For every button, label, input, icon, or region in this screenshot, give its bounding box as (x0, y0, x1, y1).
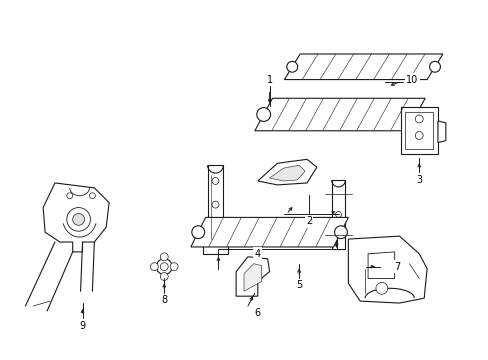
Text: 9: 9 (80, 321, 85, 331)
Polygon shape (284, 54, 442, 80)
Text: 2: 2 (305, 216, 311, 226)
Circle shape (414, 115, 422, 123)
Polygon shape (236, 257, 269, 296)
Circle shape (414, 131, 422, 139)
Polygon shape (331, 180, 345, 249)
Circle shape (212, 225, 219, 232)
Circle shape (89, 193, 95, 199)
Polygon shape (437, 121, 445, 143)
Circle shape (67, 208, 90, 231)
Polygon shape (244, 264, 261, 291)
Circle shape (160, 253, 168, 261)
Polygon shape (269, 165, 305, 181)
Text: 3: 3 (415, 175, 422, 185)
Polygon shape (367, 252, 394, 278)
Circle shape (408, 108, 422, 121)
Circle shape (150, 263, 158, 271)
Text: 5: 5 (295, 280, 302, 291)
Text: 6: 6 (254, 308, 260, 318)
Circle shape (67, 193, 73, 199)
Polygon shape (190, 217, 347, 247)
Circle shape (160, 263, 168, 271)
Circle shape (286, 61, 297, 72)
Polygon shape (203, 244, 227, 254)
Circle shape (375, 282, 387, 294)
FancyBboxPatch shape (400, 107, 437, 154)
Circle shape (191, 226, 204, 239)
Text: 8: 8 (161, 295, 167, 305)
Circle shape (160, 273, 168, 280)
Polygon shape (347, 236, 426, 303)
Circle shape (212, 177, 219, 184)
Polygon shape (207, 165, 223, 244)
Circle shape (429, 61, 440, 72)
Text: 4: 4 (254, 249, 260, 259)
Circle shape (334, 226, 346, 239)
FancyBboxPatch shape (405, 112, 432, 149)
Text: 1: 1 (266, 75, 272, 85)
Circle shape (73, 213, 84, 225)
Circle shape (335, 212, 341, 217)
Polygon shape (257, 159, 316, 185)
Circle shape (156, 259, 172, 275)
Circle shape (256, 108, 270, 121)
Polygon shape (43, 183, 109, 252)
Circle shape (170, 263, 178, 271)
Text: 7: 7 (394, 262, 400, 272)
Polygon shape (254, 98, 424, 131)
Text: 10: 10 (406, 75, 418, 85)
Circle shape (212, 201, 219, 208)
